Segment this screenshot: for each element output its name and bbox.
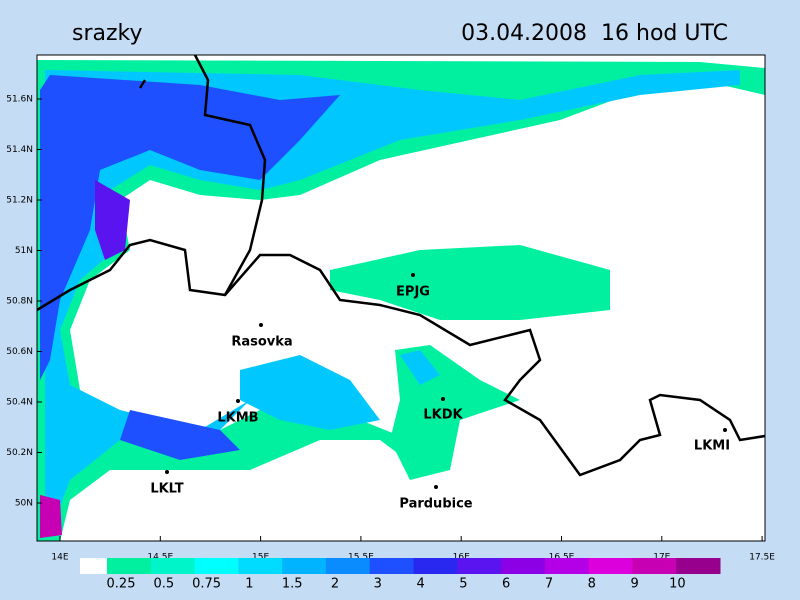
legend-swatch	[107, 558, 152, 574]
lat-label: 51.6N	[6, 95, 33, 105]
station-dot	[723, 428, 727, 432]
lat-label: 50.6N	[6, 347, 33, 357]
station-label: LKDK	[423, 408, 463, 423]
lat-label: 50.2N	[6, 448, 33, 458]
legend-white	[80, 558, 107, 574]
title: srazky	[72, 21, 143, 46]
lon-label: 14E	[51, 553, 68, 563]
legend-swatch	[588, 558, 633, 574]
legend-label: 4	[416, 577, 424, 592]
legend-label: 0.75	[192, 577, 221, 592]
lon-label: 16E	[453, 553, 470, 563]
station-label: LKMB	[217, 411, 258, 426]
legend-label: 10	[669, 577, 686, 592]
map-frame	[36, 54, 766, 542]
legend-label: 0.5	[153, 577, 174, 592]
legend-swatch	[369, 558, 414, 574]
legend-swatch	[282, 558, 327, 574]
lat-label: 51N	[15, 246, 33, 256]
legend-swatch	[501, 558, 546, 574]
station-label: LKLT	[150, 482, 183, 497]
lat-label: 50.8N	[6, 297, 33, 307]
legend-label: 5	[459, 577, 467, 592]
station-label: Rasovka	[231, 335, 292, 350]
stations: EPJG Rasovka LKMB LKDK LKLT Pardubice LKMI	[150, 273, 730, 512]
legend-label: 1	[245, 577, 253, 592]
legend-swatch	[457, 558, 502, 574]
station-dot	[259, 323, 263, 327]
lon-label: 15E	[252, 553, 269, 563]
station-dot	[434, 485, 438, 489]
datetime: 03.04.2008 16 hod UTC	[461, 21, 728, 46]
legend-label: 8	[588, 577, 596, 592]
station-dot	[236, 399, 240, 403]
legend-label: 1.5	[282, 577, 303, 592]
lon-label: 14.5E	[147, 553, 173, 563]
borders	[36, 54, 766, 477]
legend-label: 3	[374, 577, 382, 592]
precipitation	[37, 60, 765, 541]
legend-label: 9	[630, 577, 638, 592]
station-dot	[441, 397, 445, 401]
station-label: Pardubice	[399, 497, 472, 512]
lat-label: 51.4N	[6, 145, 33, 155]
legend-label: 0.25	[107, 577, 136, 592]
station-dot	[165, 470, 169, 474]
station-label: EPJG	[396, 285, 430, 300]
legend-swatch	[325, 558, 371, 574]
lat-label: 50.4N	[6, 398, 33, 408]
legend-swatch	[413, 558, 458, 574]
lat-label: 51.2N	[6, 196, 33, 206]
legend-swatch	[238, 558, 283, 574]
legend-label: 2	[331, 577, 339, 592]
lon-label: 15.5E	[348, 553, 374, 563]
legend-swatch	[544, 558, 590, 574]
legend-swatch	[194, 558, 239, 574]
station-label: LKMI	[694, 439, 730, 454]
lat-label: 50N	[15, 499, 33, 509]
legend-label: 6	[502, 577, 510, 592]
lon-label: 17E	[653, 553, 670, 563]
station-dot	[411, 273, 415, 277]
legend-swatch	[676, 558, 721, 574]
legend-label: 7	[545, 577, 553, 592]
legend-swatch	[150, 558, 196, 574]
lon-label: 17.5E	[749, 553, 775, 563]
lon-label: 16.5E	[549, 553, 575, 563]
legend-swatch	[632, 558, 677, 574]
